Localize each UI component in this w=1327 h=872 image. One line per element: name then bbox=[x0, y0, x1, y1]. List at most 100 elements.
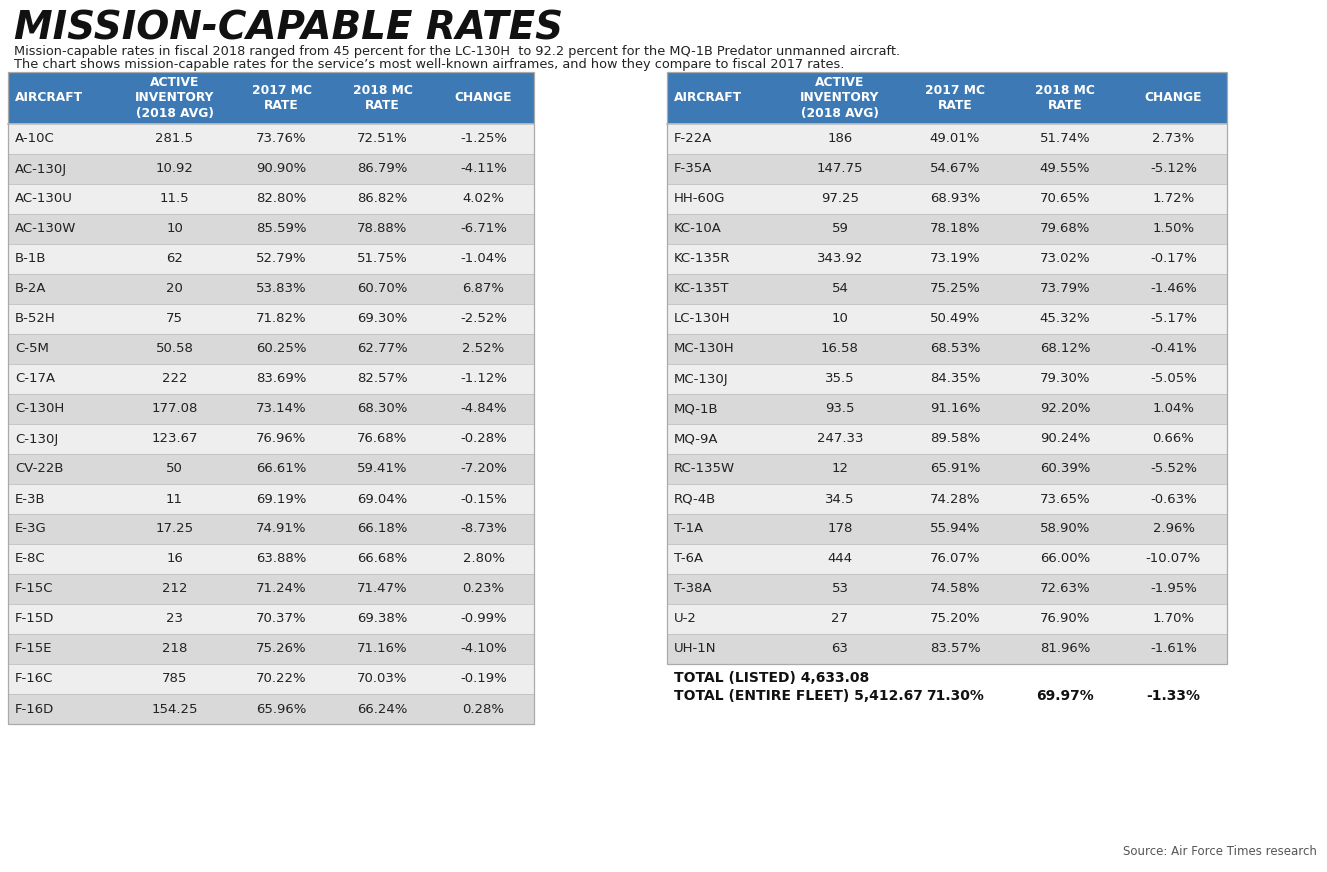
Text: 75.25%: 75.25% bbox=[930, 283, 981, 296]
Text: 74.28%: 74.28% bbox=[930, 493, 981, 506]
Bar bbox=[667, 154, 1227, 184]
Text: -0.15%: -0.15% bbox=[460, 493, 507, 506]
Bar bbox=[8, 664, 533, 694]
Text: 53.83%: 53.83% bbox=[256, 283, 307, 296]
Text: 75.20%: 75.20% bbox=[930, 612, 981, 625]
Text: 10: 10 bbox=[166, 222, 183, 235]
Text: F-35A: F-35A bbox=[674, 162, 713, 175]
Text: -5.17%: -5.17% bbox=[1151, 312, 1197, 325]
Text: -7.20%: -7.20% bbox=[460, 462, 507, 475]
Text: 35.5: 35.5 bbox=[825, 372, 855, 385]
Text: 2017 MC
RATE: 2017 MC RATE bbox=[252, 84, 312, 112]
Text: 218: 218 bbox=[162, 643, 187, 656]
Text: 12: 12 bbox=[832, 462, 848, 475]
Text: 69.19%: 69.19% bbox=[256, 493, 307, 506]
Text: 71.30%: 71.30% bbox=[926, 689, 983, 703]
Text: 73.65%: 73.65% bbox=[1039, 493, 1091, 506]
Text: 63.88%: 63.88% bbox=[256, 553, 307, 566]
Bar bbox=[667, 574, 1227, 604]
Text: 54: 54 bbox=[832, 283, 848, 296]
Bar bbox=[667, 424, 1227, 454]
Bar bbox=[667, 394, 1227, 424]
Text: B-2A: B-2A bbox=[15, 283, 46, 296]
Text: 54.67%: 54.67% bbox=[930, 162, 981, 175]
Bar bbox=[8, 364, 533, 394]
Text: F-22A: F-22A bbox=[674, 133, 713, 146]
Text: 27: 27 bbox=[832, 612, 848, 625]
Text: 66.24%: 66.24% bbox=[357, 703, 407, 716]
Text: 2018 MC
RATE: 2018 MC RATE bbox=[353, 84, 413, 112]
Text: 69.97%: 69.97% bbox=[1036, 689, 1093, 703]
Text: CHANGE: CHANGE bbox=[455, 92, 512, 105]
Bar bbox=[667, 304, 1227, 334]
Text: 212: 212 bbox=[162, 582, 187, 596]
Bar bbox=[667, 634, 1227, 664]
Text: 70.22%: 70.22% bbox=[256, 672, 307, 685]
Text: TOTAL (LISTED) 4,633.08: TOTAL (LISTED) 4,633.08 bbox=[674, 671, 869, 685]
Text: 66.00%: 66.00% bbox=[1040, 553, 1089, 566]
Text: 72.51%: 72.51% bbox=[357, 133, 407, 146]
Text: 82.80%: 82.80% bbox=[256, 193, 307, 206]
Text: -8.73%: -8.73% bbox=[460, 522, 507, 535]
Text: 11: 11 bbox=[166, 493, 183, 506]
Text: 343.92: 343.92 bbox=[817, 253, 863, 265]
Text: 0.66%: 0.66% bbox=[1153, 433, 1194, 446]
Text: -1.25%: -1.25% bbox=[460, 133, 507, 146]
Text: 2.96%: 2.96% bbox=[1153, 522, 1194, 535]
Text: 11.5: 11.5 bbox=[159, 193, 190, 206]
Text: U-2: U-2 bbox=[674, 612, 697, 625]
Text: 60.70%: 60.70% bbox=[357, 283, 407, 296]
Text: 69.38%: 69.38% bbox=[357, 612, 407, 625]
Bar bbox=[8, 154, 533, 184]
Text: AC-130W: AC-130W bbox=[15, 222, 77, 235]
Text: 86.82%: 86.82% bbox=[357, 193, 407, 206]
Text: -0.41%: -0.41% bbox=[1151, 343, 1197, 356]
Bar bbox=[8, 72, 533, 724]
Text: 177.08: 177.08 bbox=[151, 403, 198, 415]
Text: -1.04%: -1.04% bbox=[460, 253, 507, 265]
Text: 70.37%: 70.37% bbox=[256, 612, 307, 625]
Text: -0.17%: -0.17% bbox=[1151, 253, 1197, 265]
Bar bbox=[667, 544, 1227, 574]
Text: 69.04%: 69.04% bbox=[357, 493, 407, 506]
Text: -1.95%: -1.95% bbox=[1151, 582, 1197, 596]
Text: 0.23%: 0.23% bbox=[462, 582, 504, 596]
Text: -4.10%: -4.10% bbox=[460, 643, 507, 656]
Text: 76.90%: 76.90% bbox=[1040, 612, 1091, 625]
Text: 50: 50 bbox=[166, 462, 183, 475]
Text: 2.52%: 2.52% bbox=[462, 343, 504, 356]
Text: 63: 63 bbox=[832, 643, 848, 656]
Text: 71.47%: 71.47% bbox=[357, 582, 407, 596]
Text: TOTAL (ENTIRE FLEET) 5,412.67: TOTAL (ENTIRE FLEET) 5,412.67 bbox=[674, 689, 922, 703]
Text: 49.55%: 49.55% bbox=[1040, 162, 1091, 175]
Text: CHANGE: CHANGE bbox=[1145, 92, 1202, 105]
Text: 50.58: 50.58 bbox=[155, 343, 194, 356]
Text: -0.63%: -0.63% bbox=[1151, 493, 1197, 506]
Text: 178: 178 bbox=[827, 522, 853, 535]
Text: 76.96%: 76.96% bbox=[256, 433, 307, 446]
Text: AC-130J: AC-130J bbox=[15, 162, 68, 175]
Text: 10.92: 10.92 bbox=[155, 162, 194, 175]
Text: 49.01%: 49.01% bbox=[930, 133, 981, 146]
Text: 90.24%: 90.24% bbox=[1040, 433, 1091, 446]
Text: 2018 MC
RATE: 2018 MC RATE bbox=[1035, 84, 1095, 112]
Text: LC-130H: LC-130H bbox=[674, 312, 730, 325]
Text: F-15C: F-15C bbox=[15, 582, 53, 596]
Text: 785: 785 bbox=[162, 672, 187, 685]
Text: -4.11%: -4.11% bbox=[460, 162, 507, 175]
Text: 75.26%: 75.26% bbox=[256, 643, 307, 656]
Text: F-15E: F-15E bbox=[15, 643, 53, 656]
Text: -4.84%: -4.84% bbox=[460, 403, 507, 415]
Text: 71.24%: 71.24% bbox=[256, 582, 307, 596]
Text: -2.52%: -2.52% bbox=[460, 312, 507, 325]
Text: ACTIVE
INVENTORY
(2018 AVG): ACTIVE INVENTORY (2018 AVG) bbox=[135, 76, 214, 120]
Text: 79.30%: 79.30% bbox=[1040, 372, 1091, 385]
Bar bbox=[667, 72, 1227, 664]
Bar bbox=[8, 574, 533, 604]
Text: 444: 444 bbox=[828, 553, 852, 566]
Bar bbox=[667, 274, 1227, 304]
Text: 69.30%: 69.30% bbox=[357, 312, 407, 325]
Text: T-6A: T-6A bbox=[674, 553, 703, 566]
Text: 10: 10 bbox=[832, 312, 848, 325]
Bar bbox=[8, 274, 533, 304]
